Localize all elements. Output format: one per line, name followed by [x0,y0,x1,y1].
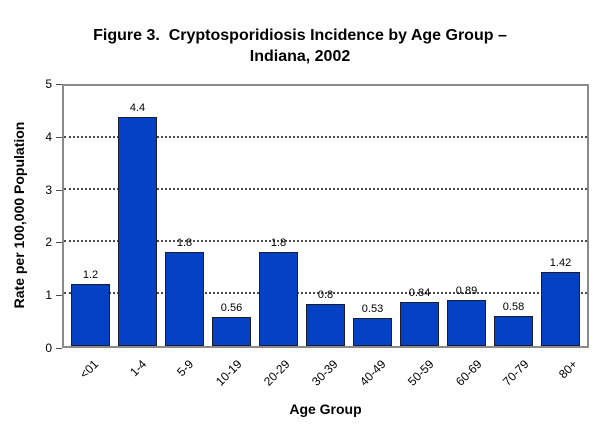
bar-value-label: 1.8 [270,237,287,250]
bar-slot-70-79: 0.58 [490,86,537,346]
x-tick-label-30-39: 30-39 [308,357,341,389]
x-tick-label-20-29: 20-29 [260,357,293,389]
bar-30-39 [306,304,345,346]
bar-80+ [541,272,580,346]
chart-title-line-1: Figure 3. Cryptosporidiosis Incidence by… [93,27,507,44]
y-tick-mark [56,242,62,244]
bar-40-49 [353,318,392,346]
plot-area: 1.2 4.4 1.8 0.56 1.8 0.8 0.53 0.84 0.89 0.58 1.42 [62,84,589,348]
chart-title: Figure 3. Cryptosporidiosis Incidence by… [0,25,600,67]
y-tick-mark [56,136,62,138]
y-tick-label-2: 2 [45,235,52,250]
x-tick-label-80+: 80+ [555,357,580,382]
y-tick-label-1: 1 [45,288,52,303]
bar-value-label: 0.89 [455,284,478,297]
x-tick-label-50-59: 50-59 [404,357,437,389]
bar-slot-80+: 1.42 [537,86,584,346]
bar-value-label: 1.2 [82,268,99,281]
gridline-y-4 [64,136,587,138]
x-tick-label-70-79: 70-79 [500,357,533,389]
bar-slot-60-69: 0.89 [443,86,490,346]
bar-10-19 [212,316,251,346]
y-tick-mark [56,84,62,85]
y-tick-mark [56,295,62,297]
x-tick-label-10-19: 10-19 [212,357,245,389]
bar-slot-40-49: 0.53 [349,86,396,346]
y-tick-label-3: 3 [45,182,52,197]
bar-slot-30-39: 0.8 [302,86,349,346]
bar-20-29 [259,252,298,346]
y-tick-mark [56,189,62,191]
y-tick-label-5: 5 [45,77,52,91]
bar-slot-50-59: 0.84 [396,86,443,346]
bar-value-label: 1.8 [176,237,193,250]
bar-slot-1-4: 4.4 [114,86,161,346]
bar-value-label: 0.58 [502,300,525,313]
bar-70-79 [494,315,533,346]
y-tick-mark [56,348,62,349]
bar-value-label: 0.53 [361,303,384,316]
bar-50-59 [400,302,439,346]
x-tick-label-5-9: 5-9 [174,357,197,380]
y-tick-label-4: 4 [45,129,52,144]
chart-title-line-2: Indiana, 2002 [249,48,351,65]
x-tick-label-60-69: 60-69 [452,357,485,389]
bar-slot-10-19: 0.56 [208,86,255,346]
bar-slot-20-29: 1.8 [255,86,302,346]
x-tick-label-40-49: 40-49 [356,357,389,389]
bar-slot-5-9: 1.8 [161,86,208,346]
gridline-y-1 [64,292,587,294]
bar-5-9 [165,252,204,346]
bar-value-label: 4.4 [129,102,146,115]
y-axis-title: Rate per 100,000 Population [11,121,27,309]
bar-slot-<01: 1.2 [67,86,114,346]
y-tick-label-0: 0 [45,341,52,355]
bar-value-label: 0.84 [408,287,431,300]
bar-value-label: 0.8 [317,289,334,302]
x-tick-label-1-4: 1-4 [126,357,149,380]
bar-value-label: 1.42 [549,257,572,270]
bars-container: 1.2 4.4 1.8 0.56 1.8 0.8 0.53 0.84 0.89 0.58 1.42 [64,86,587,346]
bar-<01 [71,283,110,346]
bar-60-69 [447,299,486,346]
gridline-y-2 [64,240,587,242]
bar-value-label: 0.56 [220,301,243,314]
gridline-y-3 [64,188,587,190]
x-axis-title: Age Group [289,401,362,417]
x-tick-label-<01: <01 [76,357,101,382]
bar-1-4 [118,117,157,346]
